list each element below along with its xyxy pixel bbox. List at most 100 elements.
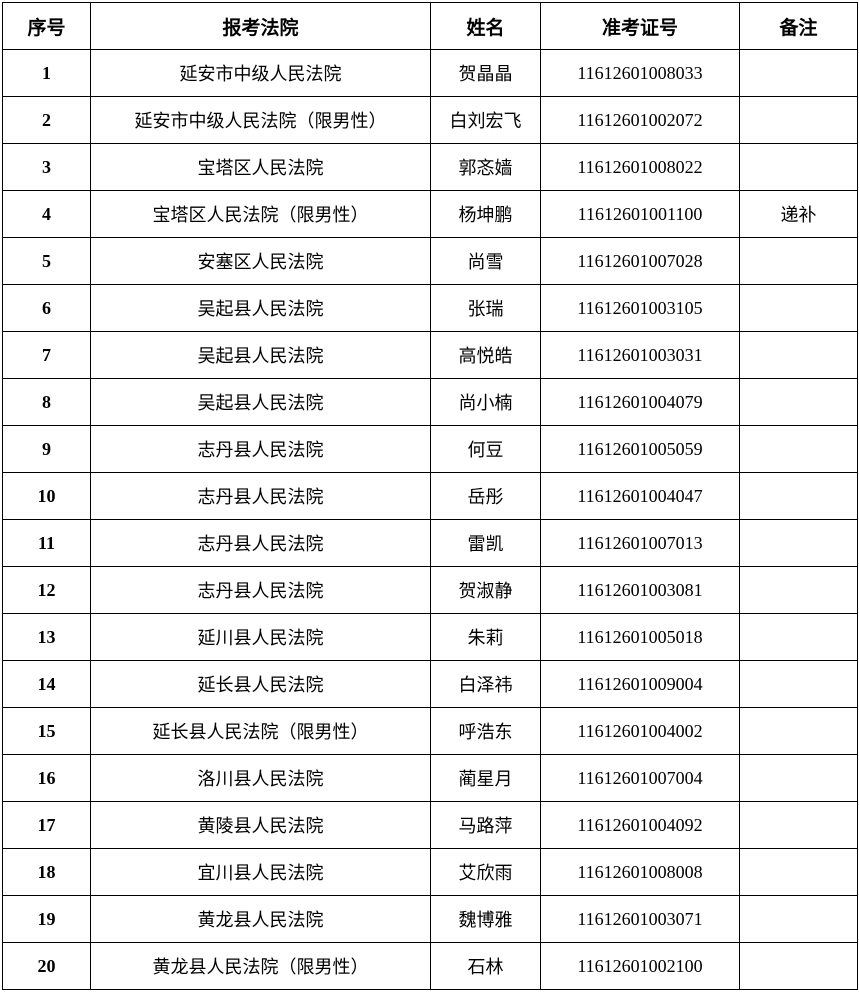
cell-exam-id: 11612601007028 [540,237,740,285]
cell-exam-id: 11612601003081 [540,566,740,614]
cell-remark [739,566,858,614]
cell-court: 延川县人民法院 [90,613,431,661]
table-row: 7 吴起县人民法院 高悦皓 11612601003031 [2,331,858,379]
cell-remark [739,96,858,144]
table-row: 2 延安市中级人民法院（限男性） 白刘宏飞 11612601002072 [2,96,858,144]
cell-exam-id: 11612601008022 [540,143,740,191]
cell-index: 17 [2,801,91,849]
cell-court: 黄龙县人民法院（限男性） [90,942,431,990]
cell-court: 黄龙县人民法院 [90,895,431,943]
table-row: 11 志丹县人民法院 雷凯 11612601007013 [2,519,858,567]
cell-court: 宝塔区人民法院（限男性） [90,190,431,238]
cell-exam-id: 11612601007013 [540,519,740,567]
cell-exam-id: 11612601003105 [540,284,740,332]
col-header-name: 姓名 [430,2,541,50]
table-row: 5 安塞区人民法院 尚雪 11612601007028 [2,237,858,285]
cell-index: 4 [2,190,91,238]
cell-name: 何豆 [430,425,541,473]
cell-exam-id: 11612601005018 [540,613,740,661]
cell-court: 志丹县人民法院 [90,519,431,567]
table-row: 6 吴起县人民法院 张瑞 11612601003105 [2,284,858,332]
cell-index: 2 [2,96,91,144]
cell-index: 14 [2,660,91,708]
cell-name: 高悦皓 [430,331,541,379]
cell-name: 杨坤鹏 [430,190,541,238]
cell-name: 贺晶晶 [430,49,541,97]
cell-remark [739,143,858,191]
cell-remark [739,378,858,426]
cell-remark [739,472,858,520]
cell-index: 5 [2,237,91,285]
cell-index: 7 [2,331,91,379]
cell-name: 尚小楠 [430,378,541,426]
table-row: 4 宝塔区人民法院（限男性） 杨坤鹏 11612601001100 递补 [2,190,858,238]
cell-court: 吴起县人民法院 [90,331,431,379]
cell-exam-id: 11612601004047 [540,472,740,520]
cell-index: 12 [2,566,91,614]
cell-name: 石林 [430,942,541,990]
table-row: 9 志丹县人民法院 何豆 11612601005059 [2,425,858,473]
cell-name: 白刘宏飞 [430,96,541,144]
cell-remark [739,49,858,97]
table-row: 12 志丹县人民法院 贺淑静 11612601003081 [2,566,858,614]
cell-index: 6 [2,284,91,332]
cell-court: 志丹县人民法院 [90,425,431,473]
cell-name: 郭忞嫱 [430,143,541,191]
cell-remark [739,895,858,943]
cell-index: 15 [2,707,91,755]
cell-name: 贺淑静 [430,566,541,614]
cell-exam-id: 11612601002100 [540,942,740,990]
col-header-exam-id: 准考证号 [540,2,740,50]
cell-name: 白泽祎 [430,660,541,708]
cell-remark [739,613,858,661]
cell-exam-id: 11612601009004 [540,660,740,708]
table-row: 15 延长县人民法院（限男性） 呼浩东 11612601004002 [2,707,858,755]
cell-court: 洛川县人民法院 [90,754,431,802]
cell-remark [739,942,858,990]
col-header-index: 序号 [2,2,91,50]
cell-remark [739,754,858,802]
cell-court: 志丹县人民法院 [90,566,431,614]
table-row: 19 黄龙县人民法院 魏博雅 11612601003071 [2,895,858,943]
cell-name: 马路萍 [430,801,541,849]
cell-remark [739,284,858,332]
cell-name: 朱莉 [430,613,541,661]
cell-exam-id: 11612601003031 [540,331,740,379]
cell-court: 宝塔区人民法院 [90,143,431,191]
cell-remark: 递补 [739,190,858,238]
cell-court: 宜川县人民法院 [90,848,431,896]
cell-court: 安塞区人民法院 [90,237,431,285]
cell-court: 吴起县人民法院 [90,284,431,332]
cell-name: 张瑞 [430,284,541,332]
cell-index: 10 [2,472,91,520]
cell-name: 岳彤 [430,472,541,520]
cell-exam-id: 11612601008033 [540,49,740,97]
cell-index: 1 [2,49,91,97]
cell-exam-id: 11612601008008 [540,848,740,896]
cell-index: 13 [2,613,91,661]
cell-remark [739,848,858,896]
cell-exam-id: 11612601004079 [540,378,740,426]
cell-name: 艾欣雨 [430,848,541,896]
cell-name: 呼浩东 [430,707,541,755]
table-row: 8 吴起县人民法院 尚小楠 11612601004079 [2,378,858,426]
cell-remark [739,660,858,708]
cell-remark [739,519,858,567]
cell-exam-id: 11612601004092 [540,801,740,849]
cell-exam-id: 11612601002072 [540,96,740,144]
cell-index: 3 [2,143,91,191]
cell-exam-id: 11612601003071 [540,895,740,943]
cell-index: 19 [2,895,91,943]
cell-remark [739,425,858,473]
cell-exam-id: 11612601001100 [540,190,740,238]
cell-index: 20 [2,942,91,990]
cell-index: 18 [2,848,91,896]
table-row: 18 宜川县人民法院 艾欣雨 11612601008008 [2,848,858,896]
col-header-court: 报考法院 [90,2,431,50]
cell-index: 11 [2,519,91,567]
cell-name: 魏博雅 [430,895,541,943]
cell-remark [739,801,858,849]
cell-court: 延安市中级人民法院（限男性） [90,96,431,144]
table-row: 3 宝塔区人民法院 郭忞嫱 11612601008022 [2,143,858,191]
table-row: 13 延川县人民法院 朱莉 11612601005018 [2,613,858,661]
